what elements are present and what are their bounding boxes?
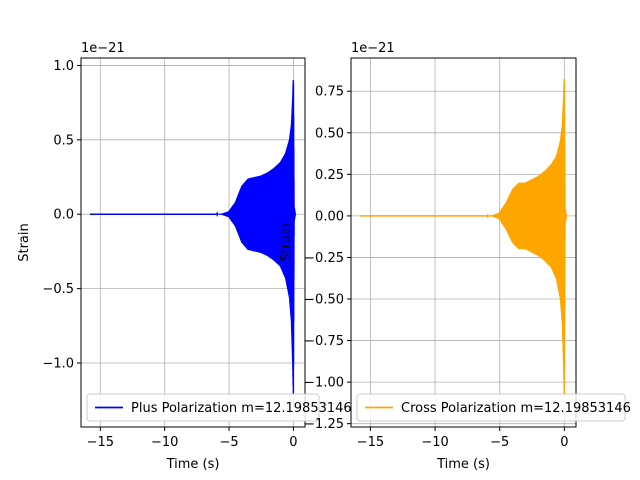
legend-label: Plus Polarization m=12.19853146 [131,401,352,416]
x-tick-label: −15 [357,435,384,450]
legend-label: Cross Polarization m=12.19853146 [401,401,631,416]
offset-text: 1e−21 [81,41,125,56]
chart-panel-1: −15 −10 −5 0 1.0 0.5 0.0 −0.5 −1.0 1e−21 Time (s) S… [17,41,352,472]
legend-box [86,393,320,422]
x-tick-label: −10 [151,435,178,450]
series-line [360,78,568,397]
x-tick-label: 0 [560,435,568,450]
y-tick-label: −1.25 [304,417,344,432]
y-tick-label: −0.50 [304,293,344,308]
y-tick-label: 0.5 [53,133,74,148]
y-tick-label: −1.00 [304,376,344,391]
offset-text: 1e−21 [351,41,395,56]
y-axis-label: Strain [17,223,32,262]
y-tick-label: 0.0 [53,208,74,223]
x-tick-label: 0 [289,435,297,450]
x-tick-label: −5 [219,435,238,450]
legend-box [356,393,626,422]
y-tick-label: −0.5 [42,282,74,297]
y-tick-label: 0.00 [315,209,344,224]
y-tick-label: 0.50 [315,126,344,141]
axes-frame [350,57,577,428]
chart-panel-2: −15 −10 −5 0 0.75 0.50 0.25 0.00 −0.25 −0.50 −0.75… [279,41,631,472]
y-tick-label: 0.25 [315,168,344,183]
x-tick-label: −15 [87,435,114,450]
y-tick-label: 0.75 [315,85,344,100]
y-tick-label: −0.75 [304,334,344,349]
axes-frame [80,57,306,428]
x-tick-label: −5 [490,435,509,450]
y-tick-label: −1.0 [42,357,74,372]
y-tick-label: −0.25 [304,251,344,266]
series-line [90,80,297,394]
x-axis-label: Time (s) [436,457,490,472]
x-tick-label: −10 [421,435,448,450]
x-axis-label: Time (s) [166,457,220,472]
y-axis-label: Strain [279,223,294,262]
y-tick-label: 1.0 [53,59,74,74]
